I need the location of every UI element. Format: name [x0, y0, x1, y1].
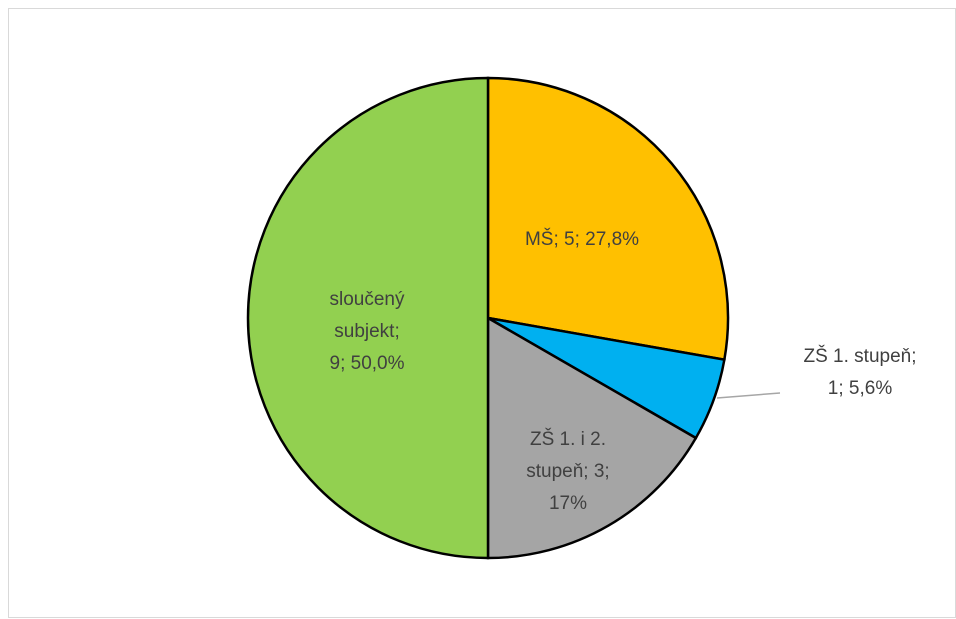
- data-label: 17%: [549, 493, 587, 514]
- data-label: 9; 50,0%: [330, 353, 405, 374]
- data-label: ZŠ 1. stupeň;: [803, 345, 916, 367]
- pie-slice: [486, 76, 730, 362]
- pie-slice: [486, 315, 698, 560]
- data-label: subjekt;: [334, 321, 399, 342]
- leader-line: [716, 392, 781, 399]
- data-label: sloučený: [330, 289, 405, 310]
- pie-slice: [246, 76, 490, 560]
- data-label: ZŠ 1. i 2.: [530, 428, 606, 450]
- data-label: MŠ; 5; 27,8%: [525, 228, 639, 250]
- data-label: stupeň; 3;: [526, 461, 609, 482]
- data-label: 1; 5,6%: [828, 378, 893, 399]
